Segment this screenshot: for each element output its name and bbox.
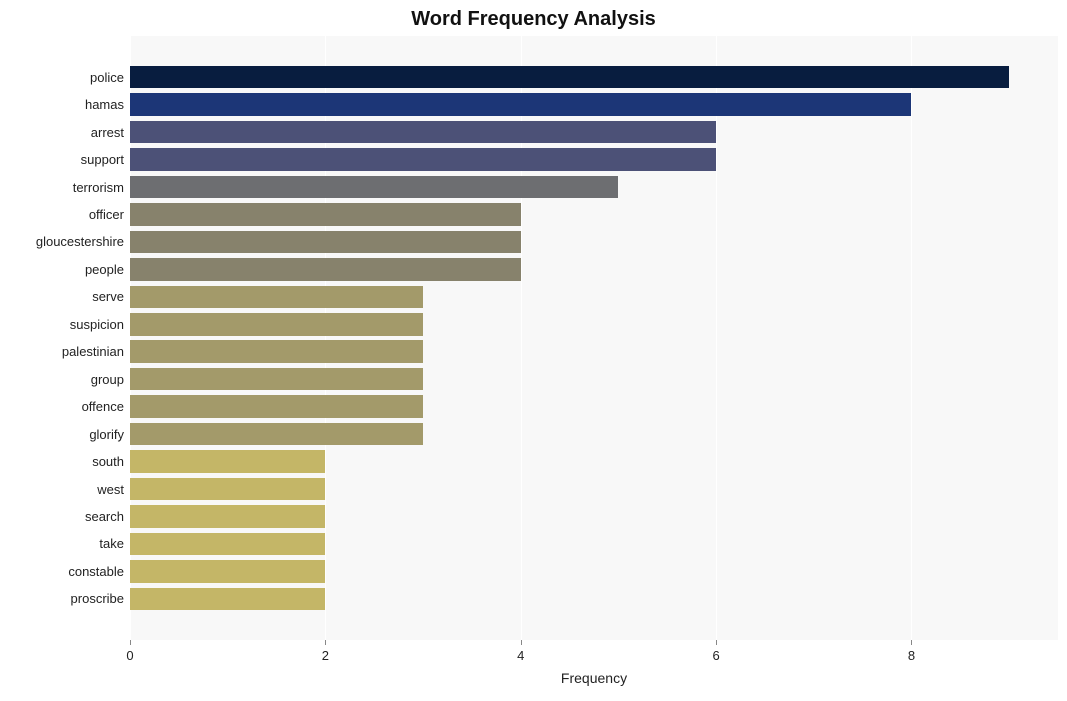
x-tickmark bbox=[716, 640, 717, 645]
chart-title: Word Frequency Analysis bbox=[0, 8, 1067, 31]
bar-support bbox=[130, 148, 716, 171]
bar-terrorism bbox=[130, 176, 618, 199]
plot-area bbox=[130, 36, 1058, 640]
x-axis-label: Frequency bbox=[130, 670, 1058, 686]
y-label-suspicion: suspicion bbox=[70, 317, 124, 332]
bar-people bbox=[130, 258, 521, 281]
y-label-glorify: glorify bbox=[89, 427, 124, 442]
y-label-officer: officer bbox=[89, 207, 124, 222]
x-tick-label: 0 bbox=[126, 648, 133, 663]
y-label-police: police bbox=[90, 70, 124, 85]
y-label-gloucestershire: gloucestershire bbox=[36, 234, 124, 249]
y-label-south: south bbox=[92, 454, 124, 469]
x-tickmark bbox=[325, 640, 326, 645]
y-label-terrorism: terrorism bbox=[73, 180, 124, 195]
bar-serve bbox=[130, 286, 423, 309]
bar-glorify bbox=[130, 423, 423, 446]
bar-search bbox=[130, 505, 325, 528]
chart-container: Word Frequency Analysis police hamas arres… bbox=[0, 0, 1067, 701]
y-label-constable: constable bbox=[68, 564, 124, 579]
bar-police bbox=[130, 66, 1009, 89]
x-tick-label: 6 bbox=[712, 648, 719, 663]
bar-group bbox=[130, 368, 423, 391]
y-label-group: group bbox=[91, 372, 124, 387]
y-label-offence: offence bbox=[82, 399, 124, 414]
bar-constable bbox=[130, 560, 325, 583]
x-tickmark bbox=[911, 640, 912, 645]
gridline bbox=[911, 36, 912, 640]
y-label-arrest: arrest bbox=[91, 125, 124, 140]
x-tickmark bbox=[521, 640, 522, 645]
y-label-search: search bbox=[85, 509, 124, 524]
y-label-west: west bbox=[97, 482, 124, 497]
bar-gloucestershire bbox=[130, 231, 521, 254]
bar-take bbox=[130, 533, 325, 556]
y-label-take: take bbox=[99, 536, 124, 551]
y-label-people: people bbox=[85, 262, 124, 277]
x-tick-label: 8 bbox=[908, 648, 915, 663]
bar-west bbox=[130, 478, 325, 501]
bar-offence bbox=[130, 395, 423, 418]
y-label-proscribe: proscribe bbox=[71, 591, 124, 606]
bar-proscribe bbox=[130, 588, 325, 611]
y-label-support: support bbox=[81, 152, 124, 167]
y-label-hamas: hamas bbox=[85, 97, 124, 112]
bar-suspicion bbox=[130, 313, 423, 336]
bar-south bbox=[130, 450, 325, 473]
gridline bbox=[716, 36, 717, 640]
bar-officer bbox=[130, 203, 521, 226]
y-label-serve: serve bbox=[92, 289, 124, 304]
bar-hamas bbox=[130, 93, 911, 116]
x-tick-label: 4 bbox=[517, 648, 524, 663]
bar-palestinian bbox=[130, 340, 423, 363]
x-tick-label: 2 bbox=[322, 648, 329, 663]
bar-arrest bbox=[130, 121, 716, 144]
y-label-palestinian: palestinian bbox=[62, 344, 124, 359]
x-tickmark bbox=[130, 640, 131, 645]
